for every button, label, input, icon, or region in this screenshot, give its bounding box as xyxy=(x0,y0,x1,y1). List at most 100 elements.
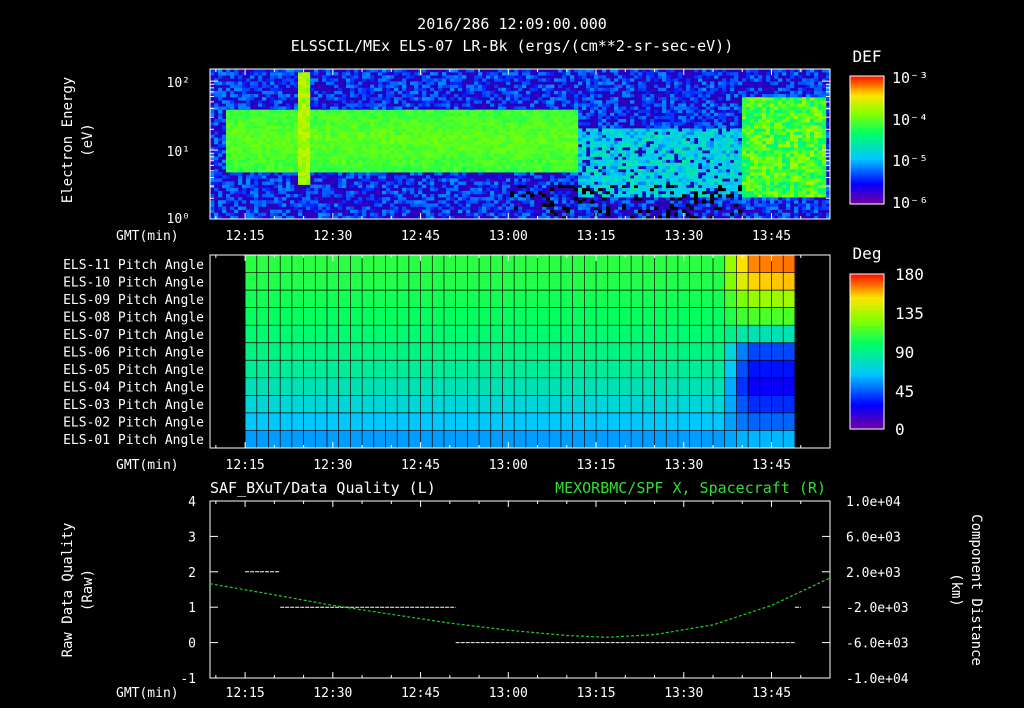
spectrogram-cell xyxy=(250,128,255,132)
spectrogram-cell xyxy=(682,147,687,151)
spectrogram-cell xyxy=(798,194,803,198)
spectrogram-cell xyxy=(794,165,799,170)
spectrogram-cell xyxy=(226,128,231,132)
spectrogram-cell xyxy=(602,153,607,157)
spectrogram-cell xyxy=(702,215,707,220)
spectrogram-cell xyxy=(614,147,619,151)
spectrogram-cell xyxy=(370,197,375,201)
spectrogram-cell xyxy=(370,131,375,135)
spectrogram-cell xyxy=(742,190,747,195)
spectrogram-cell xyxy=(274,153,279,157)
spectrogram-cell xyxy=(370,147,375,151)
spectrogram-cell xyxy=(314,115,319,120)
spectrogram-cell xyxy=(306,106,311,110)
spectrogram-cell xyxy=(222,184,227,189)
spectrogram-cell xyxy=(278,131,283,135)
spectrogram-cell xyxy=(394,87,399,92)
spectrogram-cell xyxy=(646,103,651,107)
spectrogram-cell xyxy=(686,134,691,139)
spectrogram-cell xyxy=(754,172,759,176)
spectrogram-cell xyxy=(386,147,391,151)
spectrogram-cell xyxy=(382,72,387,76)
spectrogram-cell xyxy=(362,159,367,164)
spectrogram-cell xyxy=(274,125,279,129)
spectrogram-cell xyxy=(458,181,463,185)
spectrogram-cell xyxy=(734,212,739,217)
spectrogram-cell xyxy=(370,153,375,157)
spectrogram-cell xyxy=(466,200,471,204)
spectrogram-cell xyxy=(338,159,343,164)
spectrogram-cell xyxy=(530,75,535,79)
spectrogram-cell xyxy=(266,169,271,173)
spectrogram-cell xyxy=(690,153,695,157)
spectrogram-cell xyxy=(278,162,283,167)
spectrogram-cell xyxy=(526,72,531,76)
spectrogram-cell xyxy=(362,156,367,160)
spectrogram-cell xyxy=(514,165,519,170)
spectrogram-cell xyxy=(310,200,315,204)
spectrogram-cell xyxy=(454,147,459,151)
spectrogram-cell xyxy=(774,106,779,110)
spectrogram-cell xyxy=(642,178,647,182)
spectrogram-cell xyxy=(230,206,235,210)
spectrogram-cell xyxy=(222,165,227,170)
spectrogram-cell xyxy=(526,125,531,129)
spectrogram-cell xyxy=(738,162,743,167)
spectrogram-cell xyxy=(646,131,651,135)
spectrogram-cell xyxy=(374,137,379,142)
spectrogram-cell xyxy=(686,165,691,170)
spectrogram-cell xyxy=(642,131,647,135)
spectrogram-cell xyxy=(322,187,327,192)
spectrogram-cell xyxy=(330,147,335,151)
spectrogram-cell xyxy=(670,206,675,210)
spectrogram-cell xyxy=(566,206,571,210)
spectrogram-cell xyxy=(790,109,795,114)
spectrogram-cell xyxy=(558,190,563,195)
spectrogram-cell xyxy=(230,147,235,151)
spectrogram-cell xyxy=(450,181,455,185)
spectrogram-cell xyxy=(622,203,627,207)
spectrogram-cell xyxy=(778,125,783,129)
spectrogram-cell xyxy=(410,169,415,173)
spectrogram-cell xyxy=(410,103,415,107)
spectrogram-cell xyxy=(478,172,483,176)
spectrogram-cell xyxy=(702,190,707,195)
spectrogram-cell xyxy=(218,190,223,195)
spectrogram-cell xyxy=(334,159,339,164)
spectrogram-cell xyxy=(478,153,483,157)
spectrogram-cell xyxy=(362,140,367,145)
spectrogram-cell xyxy=(430,153,435,157)
spectrogram-cell xyxy=(398,134,403,139)
spectrogram-cell xyxy=(762,137,767,142)
spectrogram-cell xyxy=(742,150,747,154)
spectrogram-cell xyxy=(270,128,275,132)
spectrogram-cell xyxy=(706,181,711,185)
spectrogram-cell xyxy=(502,103,507,107)
spectrogram-cell xyxy=(426,112,431,117)
spectrogram-cell xyxy=(482,84,487,89)
spectrogram-cell xyxy=(510,140,515,145)
spectrogram-cell xyxy=(546,90,551,95)
spectrogram-cell xyxy=(402,165,407,170)
spectrogram-cell xyxy=(666,90,671,95)
spectrogram-cell xyxy=(666,215,671,220)
spectrogram-cell xyxy=(738,175,743,179)
spectrogram-cell xyxy=(318,134,323,139)
spectrogram-cell xyxy=(594,100,599,104)
spectrogram-cell xyxy=(230,94,235,98)
spectrogram-cell xyxy=(506,197,511,201)
spectrogram-cell xyxy=(762,109,767,114)
spectrogram-cell xyxy=(494,147,499,151)
spectrogram-cell xyxy=(658,181,663,185)
spectrogram-cell xyxy=(714,169,719,173)
spectrogram-cell xyxy=(354,215,359,220)
spectrogram-cell xyxy=(286,72,291,76)
spectrogram-cell xyxy=(278,140,283,145)
spectrogram-cell xyxy=(638,162,643,167)
spectrogram-cell xyxy=(762,215,767,220)
spectrogram-cell xyxy=(666,81,671,85)
spectrogram-cell xyxy=(670,100,675,104)
spectrogram-cell xyxy=(330,109,335,114)
spectrogram-cell xyxy=(294,162,299,167)
spectrogram-cell xyxy=(362,187,367,192)
